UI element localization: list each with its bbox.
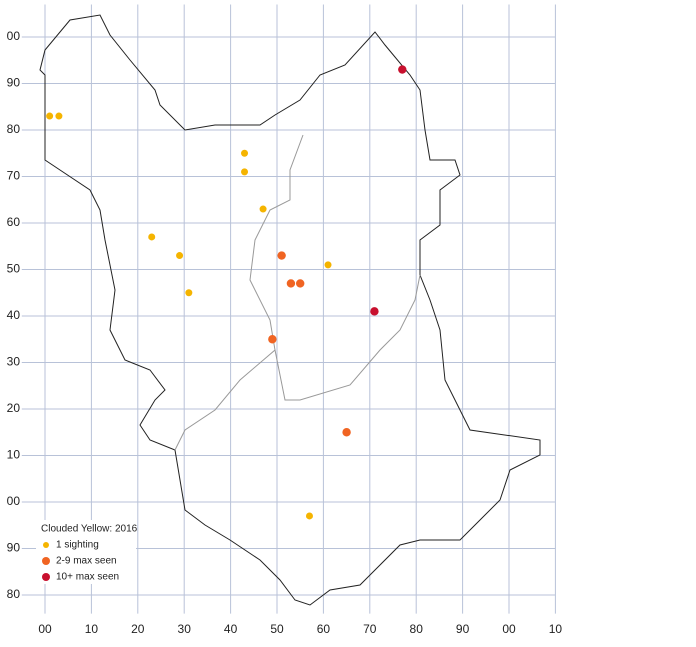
legend-marker [43,542,49,548]
point [55,112,63,120]
y-tick-label: 90 [7,76,21,90]
legend-marker [42,557,50,565]
point [324,261,332,269]
legend-label: 10+ max seen [56,572,119,583]
point [241,168,249,176]
x-tick-label: 70 [363,622,377,636]
legend-title: Clouded Yellow: 2016 [41,524,138,535]
point [259,205,267,213]
point [286,279,296,288]
legend-box [36,520,136,584]
point [342,428,351,437]
x-tick-label: 60 [317,622,331,636]
y-tick-label: 80 [7,587,21,601]
county-boundary [39,14,541,606]
point [296,279,305,288]
points [46,65,407,520]
x-tick-label: 00 [38,622,52,636]
x-tick-label: 90 [456,622,470,636]
x-tick-label: 80 [410,622,424,636]
legend-label: 2-9 max seen [56,556,117,567]
grid: 00 10 20 30 40 50 60 70 80 90 00 10 80 90 00 10 20 30 40 50… [7,4,563,636]
y-tick-label: 50 [7,262,21,276]
x-tick-label: 20 [131,622,145,636]
y-tick-label: 20 [7,401,21,415]
x-tick-label: 00 [502,622,516,636]
y-tick-label: 00 [7,494,21,508]
x-tick-label: 10 [85,622,99,636]
legend: Clouded Yellow: 2016 1 sighting 2-9 max s… [36,520,138,584]
point [305,512,313,520]
legend-label: 1 sighting [56,540,99,551]
point [277,251,286,260]
y-tick-label: 00 [7,29,21,43]
point [185,289,193,297]
point [46,112,54,120]
x-tick-label: 30 [178,622,192,636]
point [148,233,156,241]
x-tick-label: 50 [270,622,284,636]
district-boundary [174,134,421,451]
y-tick-label: 90 [7,541,21,555]
y-tick-label: 30 [7,355,21,369]
y-tick-label: 10 [7,448,21,462]
y-tick-label: 40 [7,308,21,322]
y-tick-label: 80 [7,122,21,136]
point [398,65,407,74]
point [176,252,184,260]
legend-marker [42,573,50,581]
point [370,307,379,316]
y-tick-label: 70 [7,169,21,183]
x-tick-label: 10 [549,622,563,636]
point [268,335,277,344]
point [241,149,249,157]
x-tick-label: 40 [224,622,238,636]
y-tick-label: 60 [7,215,21,229]
